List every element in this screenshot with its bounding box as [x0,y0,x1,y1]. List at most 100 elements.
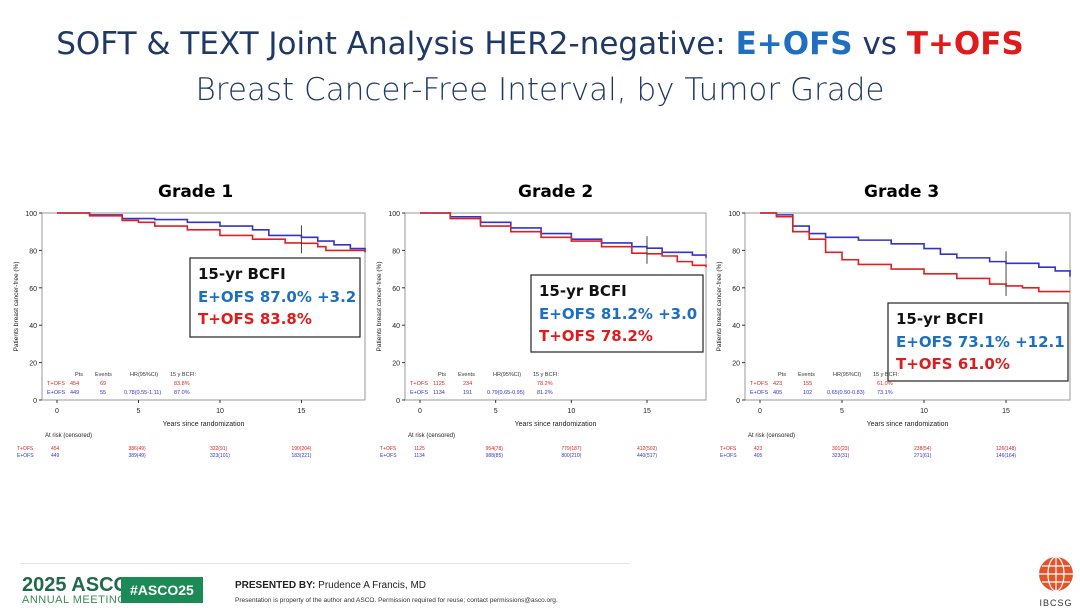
table-header: 15 y BCFI: [873,372,899,378]
table-cell: 83.8% [174,381,190,387]
y-tick-label: 60 [732,286,740,293]
at-risk-value: 1134 [414,453,425,459]
slide-subtitle: Breast Cancer-Free Interval, by Tumor Gr… [195,72,885,108]
table-cell: 0.79(0.65-0.95) [487,390,525,396]
table-cell: 0.65(0.50-0.83) [827,390,865,396]
y-axis-label: Patients breast cancer-free (%) [13,262,20,352]
bcfi-heading: 15-yr BCFI [896,310,984,328]
at-risk-value: 779(187) [561,446,581,452]
table-header: Pts [778,372,786,378]
table-cell: 55 [100,390,106,396]
bcfi-e-ofs: E+OFS 87.0% +3.2 [198,288,356,306]
at-risk-value: 800(210) [561,453,581,459]
y-tick-label: 0 [736,398,740,405]
x-axis-label: Years since randomization [515,421,597,428]
table-cell: T+OFS [47,381,65,387]
x-tick-label: 15 [643,408,651,415]
at-risk-value: 238(54) [914,446,932,452]
x-tick-label: 10 [920,408,928,415]
grade3-title: Grade 3 [864,182,940,202]
at-risk-value: 146(164) [996,453,1016,459]
plot-frame [404,212,707,401]
y-axis-label: Patients breast cancer-free (%) [716,262,723,352]
x-tick-label: 5 [494,408,498,415]
x-tick-label: 10 [216,408,224,415]
y-tick-label: 40 [732,323,740,330]
table-cell: 405 [773,390,782,396]
y-tick-label: 40 [392,323,400,330]
table-header: Events [798,372,815,378]
km-chart-grade2: 0 20 40 60 80 100 0 5 10 15 Years since randomizat… [376,211,707,459]
table-cell: 87.0% [174,390,190,396]
title-vs: vs [852,26,907,62]
y-tick-label: 100 [728,211,740,218]
bcfi-e-ofs: E+OFS 73.1% +12.1 [896,333,1065,351]
y-tick-label: 20 [29,361,37,368]
at-risk-value: 126(148) [996,446,1016,452]
x-tick-label: 15 [1002,408,1010,415]
at-risk-value: 271(61) [914,453,932,459]
meeting-sub: ANNUAL MEETING [22,594,127,606]
table-header: HR(95%CI) [130,372,158,378]
table-cell: 1134 [433,390,445,396]
at-risk-value: 301(23) [832,446,850,452]
y-tick-label: 80 [392,248,400,255]
table-cell: 69 [100,381,106,387]
table-cell: 61.0% [877,381,893,387]
km-curve-t-ofs [57,212,366,252]
km-curve-e-ofs [420,212,707,258]
bcfi-box [530,274,704,353]
table-header: HR(95%CI) [493,372,521,378]
at-risk-value: 988(85) [486,453,504,459]
at-risk-label: At risk (censored) [45,433,92,439]
at-risk-value: 954(78) [486,446,504,452]
plot-frame [41,212,366,401]
at-risk-value: 449 [51,453,60,459]
x-tick-label: 5 [137,408,141,415]
table-cell: 449 [70,390,79,396]
y-tick-label: 0 [396,398,400,405]
slide-title: SOFT & TEXT Joint Analysis HER2-negative… [0,26,1080,62]
presenter-name: Prudence A Francis, MD [315,580,426,591]
at-risk-value: 423 [754,446,763,452]
y-tick-label: 60 [392,286,400,293]
globe-icon [1039,556,1073,592]
y-tick-label: 100 [25,211,37,218]
at-risk-value: 440(517) [637,453,657,459]
x-tick-label: 0 [418,408,422,415]
table-cell: 423 [773,381,782,387]
at-risk-label: At risk (censored) [748,433,795,439]
y-tick-label: 20 [392,361,400,368]
table-cell: E+OFS [410,390,429,396]
y-tick-label: 0 [33,398,37,405]
y-tick-label: 20 [732,361,740,368]
at-risk-value: 190(204) [291,446,311,452]
asco-logo: 2025 ASCO ANNUAL MEETING [22,574,129,606]
table-cell: T+OFS [410,381,428,387]
table-cell: 78.2% [537,381,553,387]
bcfi-t-ofs: T+OFS 83.8% [198,310,312,328]
table-header: Events [458,372,475,378]
table-cell: E+OFS [47,390,66,396]
km-curve-e-ofs [760,212,1071,277]
at-risk-value: 386(49) [128,446,146,452]
bcfi-box [189,257,361,338]
table-cell: T+OFS [750,381,768,387]
at-risk-value: 1125 [414,446,425,452]
title-t-ofs: T+OFS [906,26,1024,62]
y-tick-label: 80 [29,248,37,255]
at-risk-group: T+OFS [17,446,34,452]
at-risk-group: E+OFS [17,453,34,459]
table-cell: 454 [70,381,79,387]
table-header: 15 y BCFI: [533,372,559,378]
at-risk-label: At risk (censored) [408,433,455,439]
y-tick-label: 100 [388,211,400,218]
at-risk-value: 323(101) [210,453,230,459]
title-prefix: SOFT & TEXT Joint Analysis HER2-negative… [56,26,736,62]
at-risk-value: 405 [754,453,763,459]
presented-by-label: PRESENTED BY: [235,580,316,591]
bcfi-box [887,302,1069,382]
y-tick-label: 80 [732,248,740,255]
title-e-ofs: E+OFS [735,26,853,62]
at-risk-group: E+OFS [720,453,737,459]
